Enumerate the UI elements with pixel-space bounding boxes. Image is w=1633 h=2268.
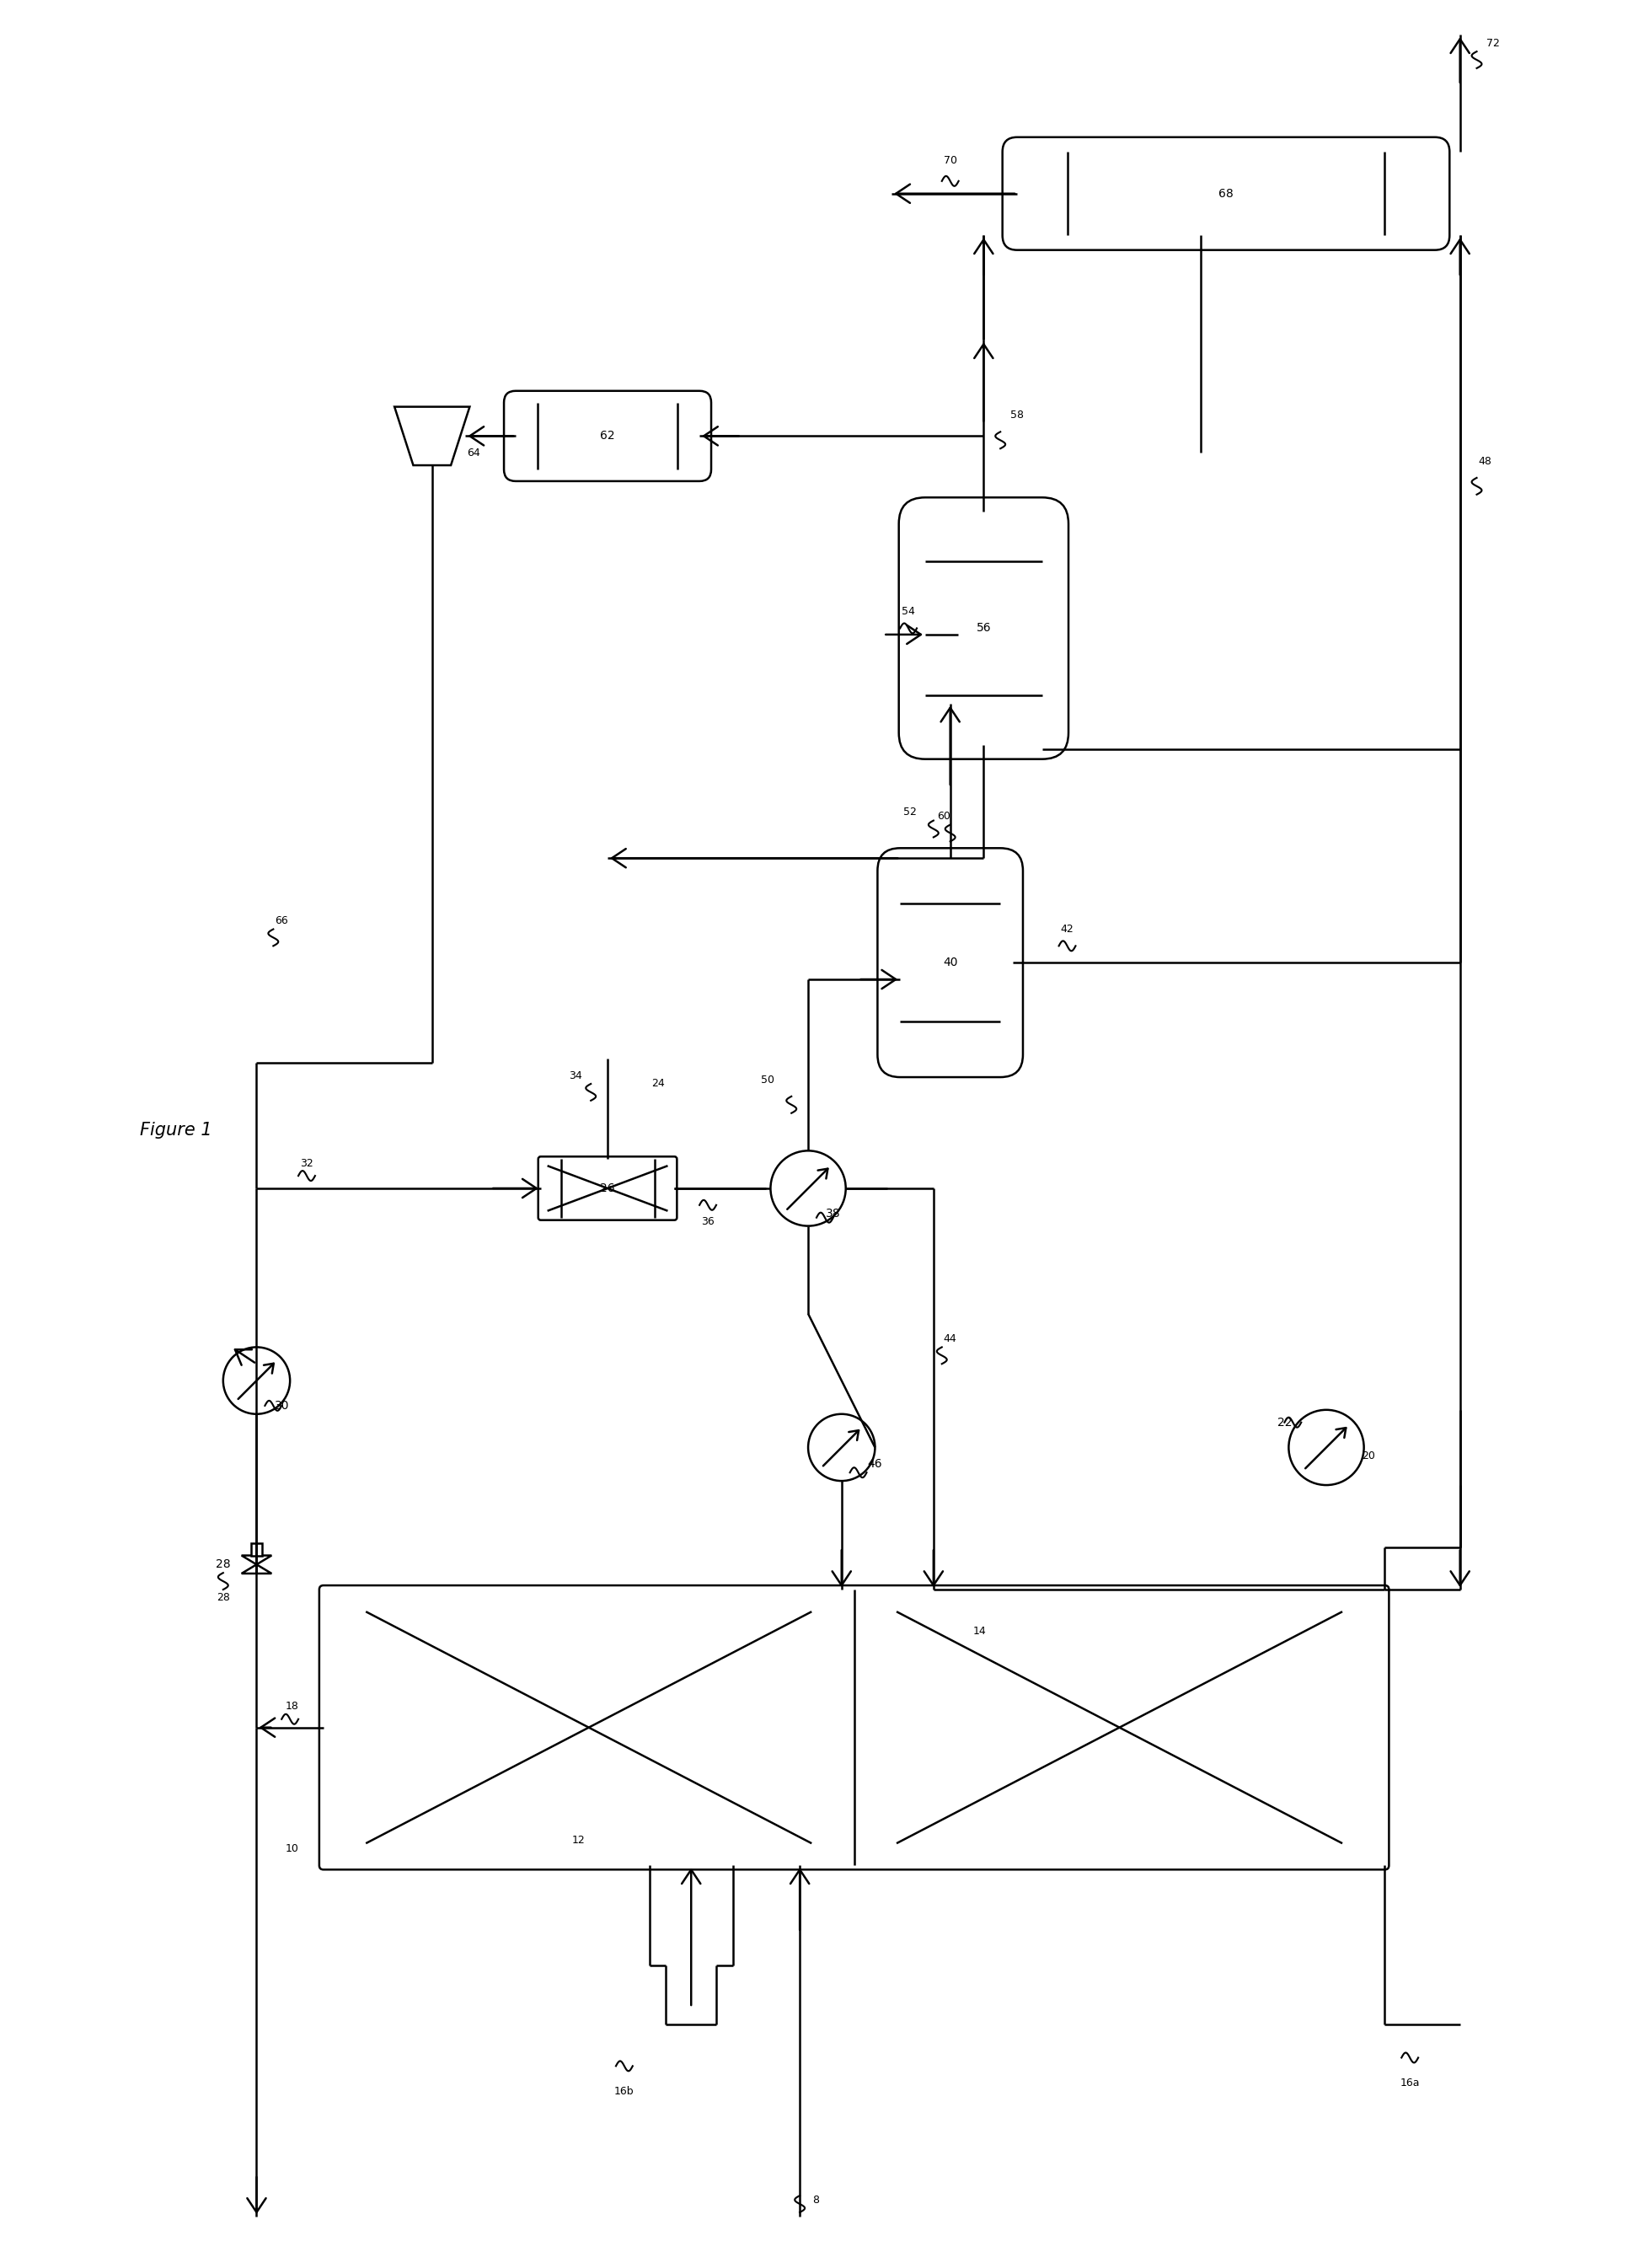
Text: 58: 58 [1011,411,1024,420]
Text: 56: 56 [977,621,991,635]
Text: 48: 48 [1478,456,1493,467]
Text: 60: 60 [937,812,950,821]
FancyBboxPatch shape [942,635,957,671]
Text: 14: 14 [973,1626,986,1637]
Text: 66: 66 [274,916,289,925]
Text: 70: 70 [944,154,957,166]
Text: 20: 20 [1362,1449,1375,1461]
FancyBboxPatch shape [318,1585,1390,1869]
Text: 24: 24 [652,1077,665,1089]
Text: 54: 54 [901,606,914,617]
Text: 38: 38 [826,1207,841,1220]
Text: 22: 22 [1277,1418,1292,1429]
Text: Figure 1: Figure 1 [139,1120,212,1139]
FancyBboxPatch shape [898,497,1068,760]
Text: 16a: 16a [1399,2077,1419,2089]
FancyBboxPatch shape [251,1542,263,1556]
FancyBboxPatch shape [877,848,1022,1077]
Text: 62: 62 [601,431,616,442]
Text: 72: 72 [1486,39,1501,48]
FancyBboxPatch shape [539,1157,678,1220]
Text: 28: 28 [217,1592,230,1603]
Text: 8: 8 [812,2195,820,2204]
Text: 36: 36 [701,1216,715,1227]
Text: 50: 50 [761,1075,774,1084]
Text: 64: 64 [467,447,480,458]
Text: 32: 32 [300,1157,314,1168]
Text: 12: 12 [572,1835,585,1846]
Text: 18: 18 [286,1701,299,1712]
Text: 68: 68 [1218,188,1233,200]
Text: 52: 52 [903,807,916,819]
FancyBboxPatch shape [505,390,712,481]
Text: 26: 26 [601,1182,616,1195]
FancyBboxPatch shape [1003,136,1450,249]
Text: 10: 10 [286,1844,299,1855]
Text: 42: 42 [1060,923,1075,934]
Text: 16b: 16b [614,2087,634,2096]
Text: 46: 46 [867,1458,882,1470]
Text: 34: 34 [570,1070,583,1082]
Text: 44: 44 [944,1334,957,1345]
Text: 40: 40 [942,957,957,968]
Text: 28: 28 [216,1558,230,1569]
Text: 30: 30 [274,1399,289,1411]
